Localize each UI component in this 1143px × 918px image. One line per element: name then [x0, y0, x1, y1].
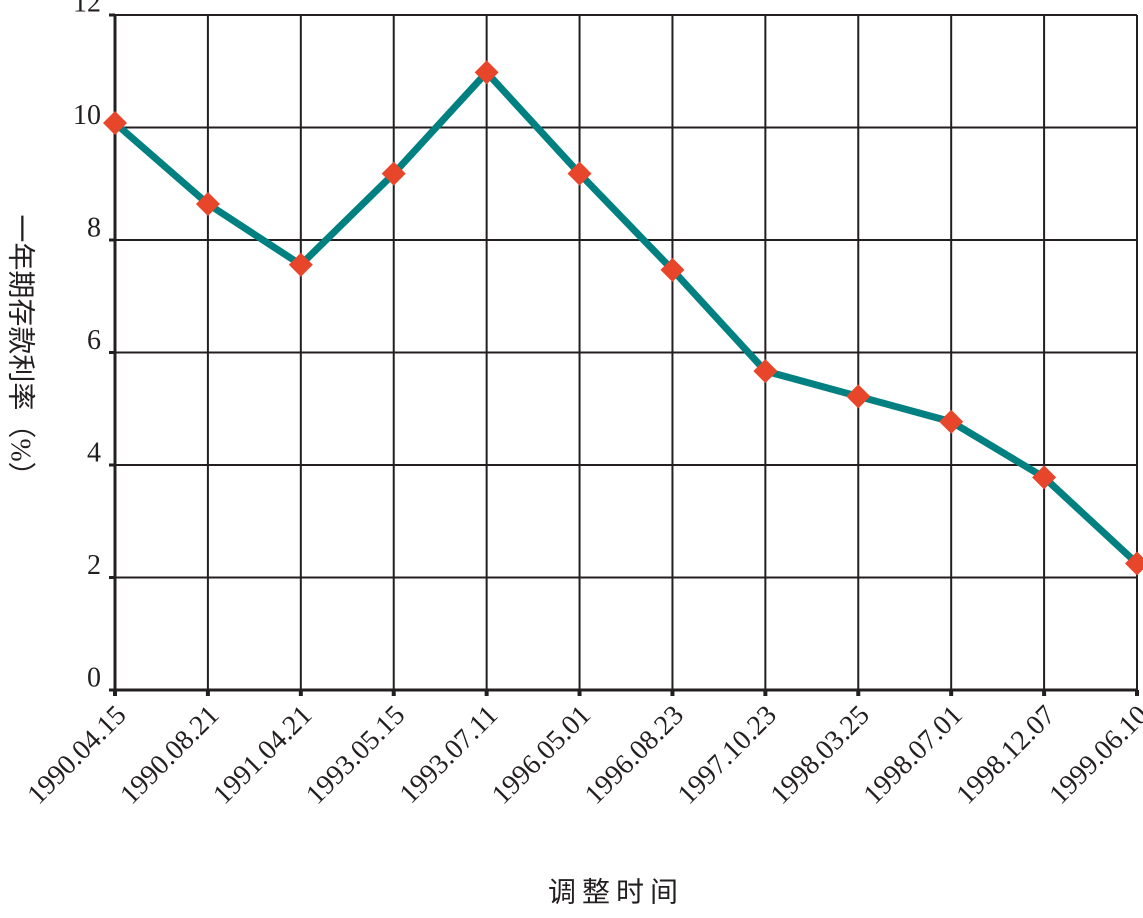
data-marker: [846, 384, 871, 409]
x-tick-label: 1990.04.15: [21, 700, 132, 811]
x-tick-label: 1998.03.25: [765, 700, 876, 811]
x-axis-title: 调整时间: [548, 876, 684, 908]
data-marker: [288, 252, 313, 277]
y-tick-label: 4: [87, 437, 101, 468]
x-tick-label: 1998.12.07: [951, 700, 1062, 811]
y-tick-label: 6: [87, 325, 101, 356]
x-tick-label: 1996.05.01: [486, 700, 597, 811]
x-tick-label: 1990.08.21: [114, 700, 225, 811]
data-marker: [1032, 465, 1057, 490]
x-tick-label: 1991.04.21: [207, 700, 318, 811]
x-tick-label: 1999.06.10: [1043, 700, 1143, 811]
y-axis-title: 一年期存款利率（%）: [5, 214, 37, 489]
x-tick-label: 1997.10.23: [672, 700, 783, 811]
y-tick-label: 8: [87, 212, 101, 243]
data-marker: [381, 161, 406, 186]
y-tick-label: 2: [87, 550, 101, 581]
data-marker: [474, 60, 499, 85]
data-marker: [753, 359, 778, 384]
data-marker: [660, 257, 685, 282]
x-tick-label: 1998.07.01: [858, 700, 969, 811]
y-tick-label: 10: [73, 100, 101, 131]
data-marker: [103, 111, 127, 135]
x-tick-label: 1996.08.23: [579, 700, 690, 811]
data-marker: [1125, 551, 1143, 576]
x-tick-label: 1993.07.11: [394, 700, 504, 810]
x-tick-label: 1993.05.15: [300, 700, 411, 811]
data-marker: [939, 409, 964, 434]
data-marker: [567, 161, 592, 186]
y-tick-label: 0: [87, 662, 101, 693]
data-line: [112, 68, 1140, 567]
data-marker: [195, 192, 220, 216]
y-tick-label: 12: [73, 0, 101, 18]
